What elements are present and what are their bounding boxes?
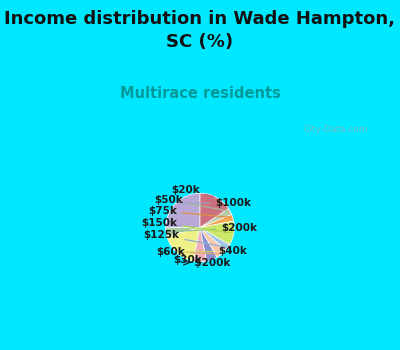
Text: City-Data.com: City-Data.com <box>304 125 368 134</box>
Text: $50k: $50k <box>155 195 228 211</box>
Text: Multirace residents: Multirace residents <box>120 86 280 101</box>
Text: $200k: $200k <box>169 223 257 233</box>
Wedge shape <box>200 221 234 245</box>
Wedge shape <box>200 228 230 250</box>
Wedge shape <box>167 228 200 261</box>
Text: $100k: $100k <box>178 198 251 208</box>
Text: $75k: $75k <box>148 206 230 217</box>
Text: $20k: $20k <box>171 184 214 197</box>
Wedge shape <box>200 215 234 228</box>
Text: Income distribution in Wade Hampton,
SC (%): Income distribution in Wade Hampton, SC … <box>4 10 396 51</box>
Text: $40k: $40k <box>179 246 247 256</box>
Wedge shape <box>166 228 200 236</box>
Text: $60k: $60k <box>156 247 219 257</box>
Text: $30k: $30k <box>173 256 209 265</box>
Text: $150k: $150k <box>141 218 231 233</box>
Wedge shape <box>200 228 217 261</box>
Wedge shape <box>200 228 226 257</box>
Text: > $200k: > $200k <box>182 259 230 268</box>
Text: $125k: $125k <box>144 230 225 247</box>
Wedge shape <box>166 193 200 228</box>
Wedge shape <box>200 193 228 228</box>
Wedge shape <box>200 209 232 228</box>
Wedge shape <box>193 228 207 262</box>
